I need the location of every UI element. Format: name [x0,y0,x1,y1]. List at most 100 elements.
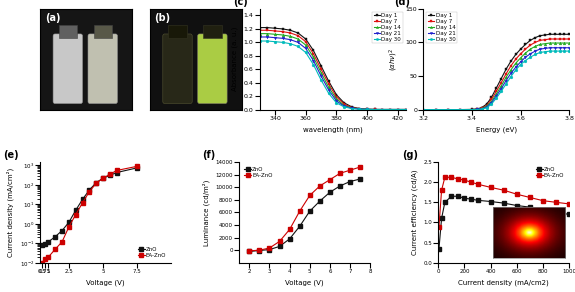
Day 1 [551,32,558,36]
Day 14 [356,107,363,111]
ZnO [327,190,334,194]
X-axis label: Current density (mA/cm2): Current density (mA/cm2) [458,280,549,286]
Day 7 [542,38,549,41]
ZnO [442,201,448,204]
Day 30 [432,108,439,111]
ZnO [487,200,494,203]
Line: Day 7: Day 7 [422,38,570,111]
Day 30 [302,51,309,54]
EA-ZnO [513,192,520,196]
EA-ZnO [66,225,72,229]
EA-ZnO [442,175,448,179]
Day 30 [556,49,563,53]
Day 30 [264,39,271,43]
EA-ZnO [52,247,59,251]
Day 30 [478,107,485,111]
Day 1 [546,32,553,36]
Day 14 [363,108,370,111]
Day 7 [473,107,480,111]
EA-ZnO [133,165,140,168]
ZnO [133,166,140,170]
Day 1 [498,77,505,80]
Day 1 [483,102,490,106]
Day 7 [556,37,563,41]
Line: ZnO: ZnO [247,177,363,254]
Day 30 [512,68,519,72]
Day 21 [469,108,476,111]
Day 30 [566,49,573,53]
Day 21 [566,46,573,49]
Line: Day 30: Day 30 [422,50,570,111]
Day 21 [279,36,286,40]
Day 30 [498,90,505,93]
Day 7 [457,108,463,111]
Day 7 [310,52,317,55]
Day 7 [508,64,515,68]
Day 30 [371,108,378,111]
Day 21 [551,46,558,49]
EA-ZnO [461,178,468,182]
Day 1 [287,29,294,32]
Day 1 [325,80,332,83]
Day 7 [325,82,332,86]
Day 1 [310,49,317,52]
Day 1 [508,60,515,63]
EA-ZnO [106,173,113,176]
Day 14 [271,32,278,36]
Day 30 [536,51,543,54]
Day 30 [310,63,317,66]
Text: (f): (f) [202,150,216,160]
Day 7 [488,98,495,101]
Day 7 [432,108,439,111]
Line: Day 7: Day 7 [258,29,407,111]
EA-ZnO [41,258,48,261]
Day 7 [469,108,476,111]
Day 30 [256,39,263,43]
Day 7 [317,67,324,71]
Day 7 [379,108,386,111]
ZnO [553,211,559,214]
Day 14 [317,71,324,74]
Line: Day 1: Day 1 [422,33,570,111]
Y-axis label: Current density (mA/cm²): Current density (mA/cm²) [6,168,14,257]
EA-ZnO [438,188,445,192]
Day 14 [546,41,553,45]
ZnO [306,209,313,213]
Day 30 [420,108,427,111]
Day 30 [294,45,301,48]
Legend: ZnO, EA-ZnO: ZnO, EA-ZnO [242,165,275,180]
Day 30 [379,108,386,111]
FancyBboxPatch shape [198,34,227,104]
Day 21 [363,108,370,111]
Day 14 [493,92,500,96]
ZnO [461,197,468,200]
Day 30 [508,75,515,78]
EA-ZnO [539,199,546,202]
EA-ZnO [306,194,313,197]
ZnO [435,247,442,251]
Day 7 [444,108,451,111]
Day 14 [394,108,401,111]
ZnO [246,250,253,253]
Day 21 [508,72,515,75]
Y-axis label: $(\alpha h\nu)^2$: $(\alpha h\nu)^2$ [388,48,400,71]
Day 1 [271,27,278,30]
Day 1 [542,33,549,37]
Line: EA-ZnO: EA-ZnO [436,175,572,229]
Legend: ZnO, EA-ZnO: ZnO, EA-ZnO [136,245,168,260]
EA-ZnO [448,175,455,179]
EA-ZnO [266,246,273,250]
Day 1 [566,32,573,36]
Day 30 [271,40,278,44]
ZnO [72,208,79,212]
Text: (c): (c) [233,0,248,7]
ZnO [66,220,72,224]
EA-ZnO [527,196,534,199]
ZnO [99,176,106,180]
Text: (a): (a) [45,13,60,23]
Day 21 [333,99,340,102]
Day 14 [503,76,509,79]
Day 7 [371,108,378,111]
Day 7 [512,58,519,61]
Day 21 [532,49,539,53]
